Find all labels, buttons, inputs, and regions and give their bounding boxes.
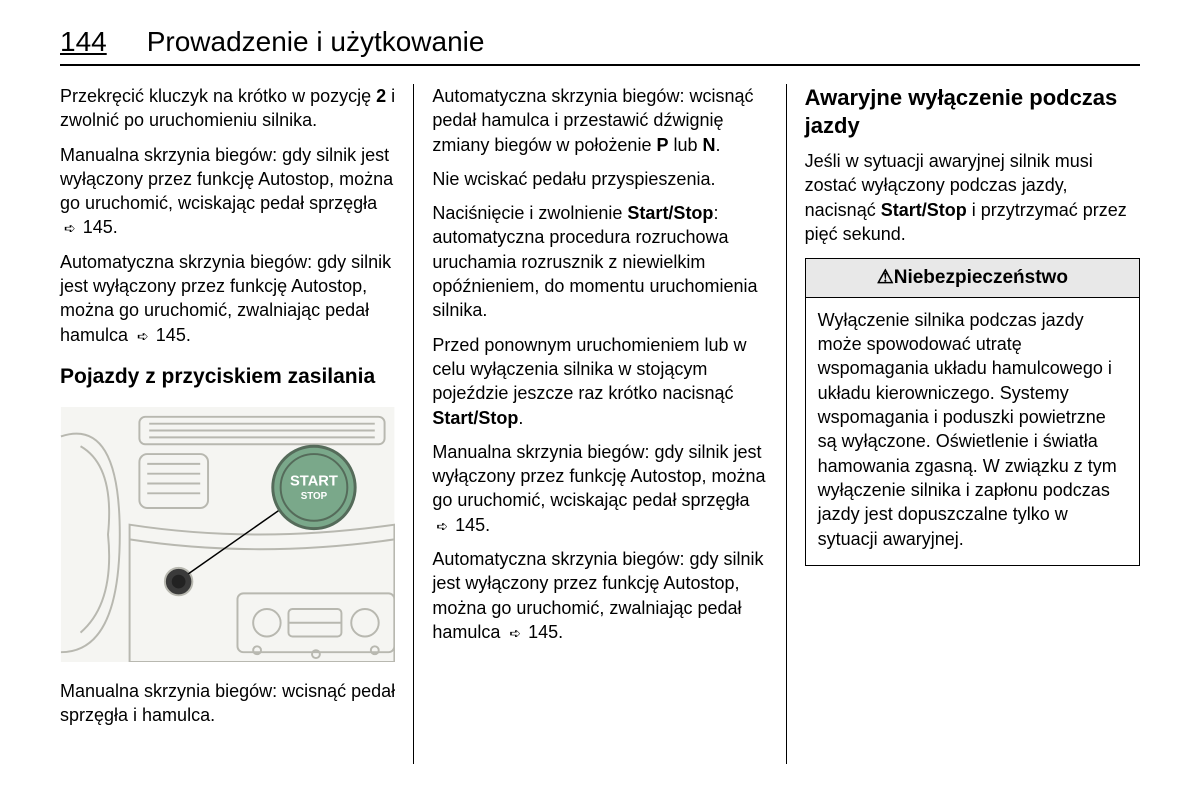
warning-icon: ⚠: [877, 267, 894, 288]
paragraph: Automatyczna skrzynia biegów: gdy silnik…: [432, 547, 767, 644]
text-bold: 2: [376, 86, 386, 106]
paragraph: Manualna skrzynia biegów: wcisnąć pedał …: [60, 679, 395, 728]
text: .: [716, 135, 721, 155]
text: Przed ponownym uruchomieniem lub w celu …: [432, 335, 746, 404]
column-2: Automatyczna skrzynia biegów: wcisnąć pe…: [414, 84, 786, 764]
section-heading: Awaryjne wyłączenie podczas jazdy: [805, 84, 1140, 139]
svg-text:START: START: [290, 474, 338, 490]
paragraph: Automatyczna skrzynia biegów: gdy silnik…: [60, 250, 395, 347]
reference-arrow-icon: [432, 515, 450, 535]
manual-page: 144 Prowadzenie i użytkowanie Przekręcić…: [0, 0, 1200, 794]
text: lub: [668, 135, 702, 155]
svg-text:STOP: STOP: [301, 492, 328, 503]
text: Automatyczna skrzynia biegów: gdy silnik…: [432, 549, 763, 642]
paragraph: Manualna skrzynia biegów: gdy silnik jes…: [432, 440, 767, 537]
text: .: [518, 408, 523, 428]
sub-heading: Pojazdy z przyciskiem zasilania: [60, 363, 395, 391]
paragraph: Automatyczna skrzynia biegów: wcisnąć pe…: [432, 84, 767, 157]
text: Manualna skrzynia biegów: gdy silnik jes…: [432, 442, 765, 511]
reference-arrow-icon: [60, 217, 78, 237]
paragraph: Manualna skrzynia biegów: gdy silnik jes…: [60, 143, 395, 240]
text: Przekręcić kluczyk na krótko w pozycję: [60, 86, 376, 106]
paragraph: Jeśli w sytuacji awaryjnej silnik musi z…: [805, 149, 1140, 246]
dashboard-illustration: START STOP: [60, 407, 395, 662]
text-bold: Start/Stop: [432, 408, 518, 428]
page-reference: 145.: [528, 622, 563, 642]
page-reference: 145.: [455, 515, 490, 535]
page-number: 144: [60, 26, 107, 58]
text-bold: Start/Stop: [881, 200, 967, 220]
reference-arrow-icon: [133, 325, 151, 345]
text: Manualna skrzynia biegów: gdy silnik jes…: [60, 145, 393, 214]
chapter-title: Prowadzenie i użytkowanie: [147, 26, 485, 58]
text: Automatyczna skrzynia biegów: gdy silnik…: [60, 252, 391, 345]
paragraph: Nie wciskać pedału przyspieszenia.: [432, 167, 767, 191]
page-header: 144 Prowadzenie i użytkowanie: [60, 26, 1140, 66]
page-reference: 145.: [83, 217, 118, 237]
text-bold: N: [703, 135, 716, 155]
content-columns: Przekręcić kluczyk na krótko w pozycję 2…: [60, 84, 1140, 764]
warning-title-text: Niebezpieczeństwo: [894, 267, 1068, 288]
reference-arrow-icon: [505, 622, 523, 642]
column-1: Przekręcić kluczyk na krótko w pozycję 2…: [60, 84, 414, 764]
warning-body: Wyłączenie silnika podczas jazdy może sp…: [806, 298, 1139, 565]
paragraph: Przekręcić kluczyk na krótko w pozycję 2…: [60, 84, 395, 133]
page-reference: 145.: [156, 325, 191, 345]
paragraph: Naciśnięcie i zwolnienie Start/Stop: aut…: [432, 201, 767, 322]
paragraph: Przed ponownym uruchomieniem lub w celu …: [432, 333, 767, 430]
text: Naciśnięcie i zwolnienie: [432, 203, 627, 223]
warning-title: ⚠Niebezpieczeństwo: [806, 259, 1139, 298]
text-bold: Start/Stop: [627, 203, 713, 223]
warning-box: ⚠Niebezpieczeństwo Wyłączenie silnika po…: [805, 258, 1140, 566]
column-3: Awaryjne wyłączenie podczas jazdy Jeśli …: [787, 84, 1140, 764]
text-bold: P: [656, 135, 668, 155]
